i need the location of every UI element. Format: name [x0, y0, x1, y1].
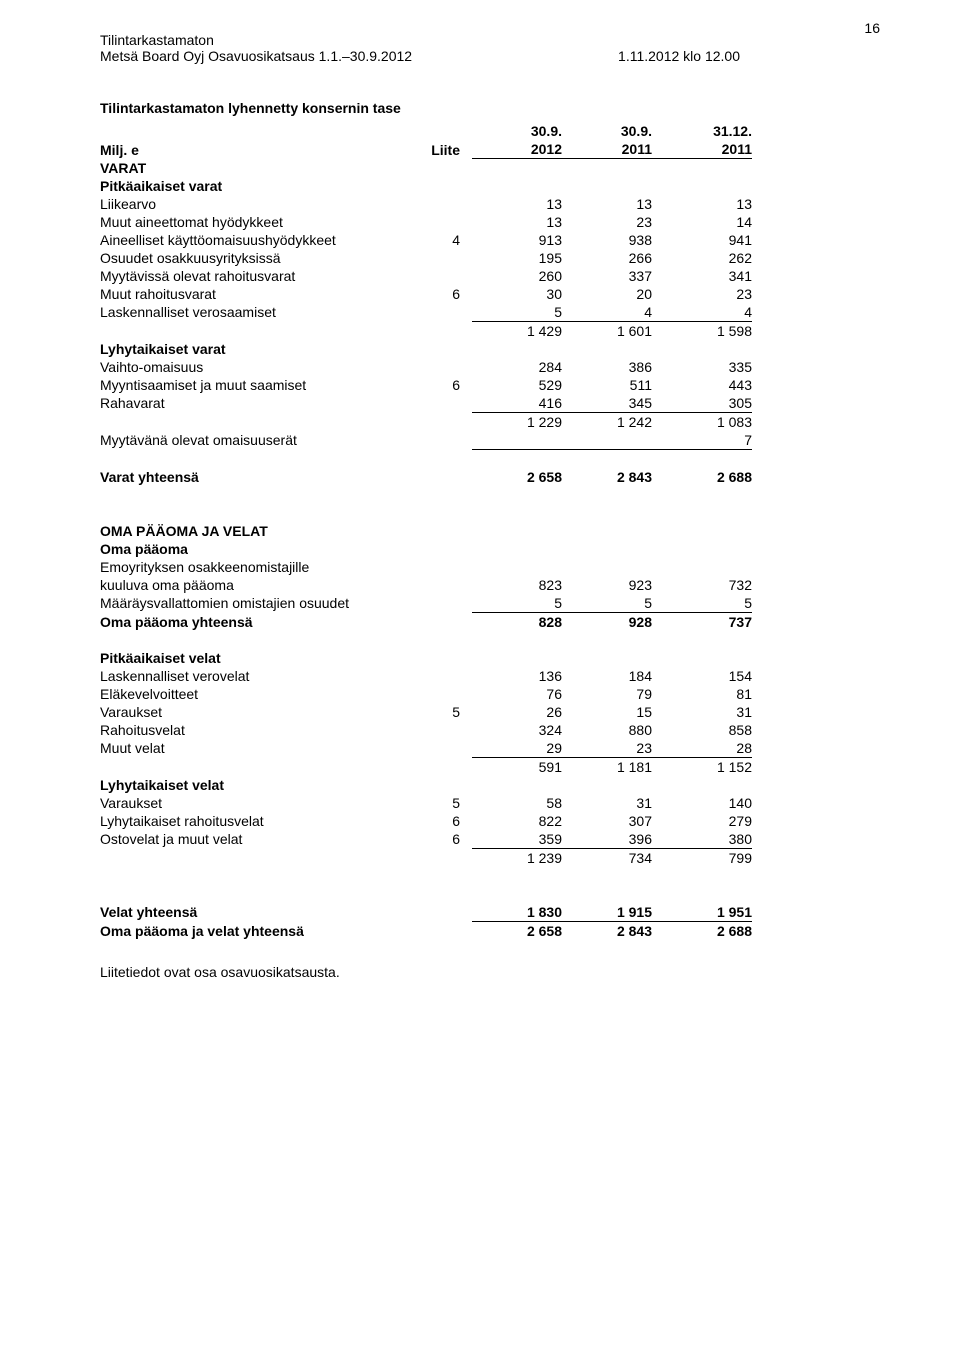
- table-row: Ostovelat ja muut velat 6 359 396 380: [100, 830, 752, 849]
- assets-total-row: Varat yhteensä 2 658 2 843 2 688: [100, 468, 752, 486]
- col-header-3: 31.12.: [652, 122, 752, 140]
- equity-heading-row: Oma pääoma: [100, 540, 752, 558]
- col-header-1: 30.9.: [472, 122, 562, 140]
- table-row: Varaukset5261531: [100, 703, 752, 721]
- table-row: Liikearvo131313: [100, 195, 752, 213]
- current-assets-total: 1 229 1 242 1 083: [100, 412, 752, 431]
- table-row: Myytävissä olevat rahoitusvarat260337341: [100, 267, 752, 285]
- table-row: Muut rahoitusvarat6302023: [100, 285, 752, 303]
- table-row: Muut velat 29 23 28: [100, 739, 752, 758]
- col-header-2: 30.9.: [562, 122, 652, 140]
- table-row: Määräysvallattomien omistajien osuudet 5…: [100, 594, 752, 613]
- page: 16 Tilintarkastamaton Metsä Board Oyj Os…: [0, 0, 960, 1345]
- page-number: 16: [864, 20, 880, 36]
- table-row: Myyntisaamiset ja muut saamiset652951144…: [100, 376, 752, 394]
- table-title: Tilintarkastamaton lyhennetty konsernin …: [100, 100, 880, 116]
- header-row: Metsä Board Oyj Osavuosikatsaus 1.1.–30.…: [100, 48, 740, 64]
- equity-parent-label-row: Emoyrityksen osakkeenomistajille: [100, 558, 752, 576]
- header-right: 1.11.2012 klo 12.00: [618, 48, 740, 64]
- liab-total-row: Velat yhteensä 1 830 1 915 1 951: [100, 903, 752, 922]
- table-row: Rahavarat 416 345 305: [100, 394, 752, 413]
- table-row: Osuudet osakkuusyrityksissä195266262: [100, 249, 752, 267]
- noncurrent-liab-heading-row: Pitkäaikaiset velat: [100, 649, 752, 667]
- held-for-sale-row: Myytävänä olevat omaisuuserät 7: [100, 431, 752, 450]
- noncurrent-assets-heading-row: Pitkäaikaiset varat: [100, 177, 752, 195]
- equity-total-row: Oma pääoma yhteensä 828 928 737: [100, 612, 752, 631]
- noncurrent-liab-total: 591 1 181 1 152: [100, 757, 752, 776]
- table-row: Varaukset55831140: [100, 794, 752, 812]
- table-row: Laskennalliset verosaamiset 5 4 4: [100, 303, 752, 322]
- current-assets-heading: Lyhytaikaiset varat: [100, 340, 400, 358]
- current-liab-heading-row: Lyhytaikaiset velat: [100, 776, 752, 794]
- balance-sheet-table: 30.9. 30.9. 31.12. Milj. e Liite 2012 20…: [100, 122, 752, 940]
- column-header-row: 30.9. 30.9. 31.12.: [100, 122, 752, 140]
- noncurrent-assets-total: 1 429 1 601 1 598: [100, 321, 752, 340]
- current-liab-total: 1 239 734 799: [100, 848, 752, 867]
- current-assets-heading-row: Lyhytaikaiset varat: [100, 340, 752, 358]
- noncurrent-assets-heading: Pitkäaikaiset varat: [100, 177, 400, 195]
- table-row: Eläkevelvoitteet767981: [100, 685, 752, 703]
- table-row: Vaihto-omaisuus284386335: [100, 358, 752, 376]
- grand-total-row: Oma pääoma ja velat yhteensä 2 658 2 843…: [100, 921, 752, 940]
- equity-and-liab-heading-row: OMA PÄÄOMA JA VELAT: [100, 522, 752, 540]
- table-row: Aineelliset käyttöomaisuushyödykkeet4913…: [100, 231, 752, 249]
- footnote: Liitetiedot ovat osa osavuosikatsausta.: [100, 964, 880, 980]
- assets-heading-row: VARAT: [100, 159, 752, 177]
- table-row: Muut aineettomat hyödykkeet132314: [100, 213, 752, 231]
- unit-note: Liite: [400, 140, 472, 159]
- table-row: Lyhytaikaiset rahoitusvelat6822307279: [100, 812, 752, 830]
- table-row: kuuluva oma pääoma823923732: [100, 576, 752, 594]
- header-left: Metsä Board Oyj Osavuosikatsaus 1.1.–30.…: [100, 48, 412, 64]
- unit-label: Milj. e: [100, 140, 400, 159]
- table-row: Rahoitusvelat324880858: [100, 721, 752, 739]
- header-unaudited: Tilintarkastamaton: [100, 32, 880, 48]
- unit-row: Milj. e Liite 2012 2011 2011: [100, 140, 752, 159]
- table-row: Laskennalliset verovelat136184154: [100, 667, 752, 685]
- assets-heading: VARAT: [100, 159, 400, 177]
